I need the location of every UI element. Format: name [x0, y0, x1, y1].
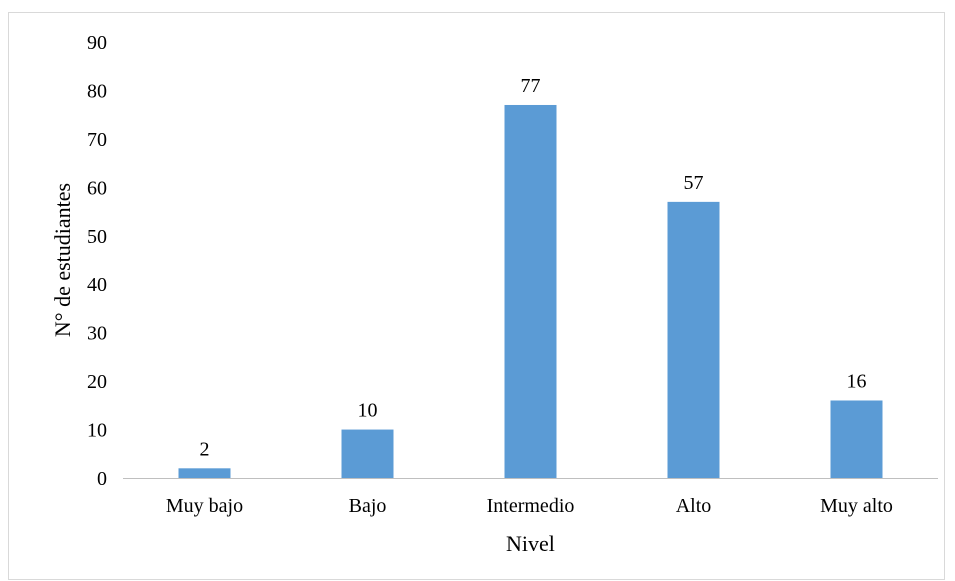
y-tick-label: 10 — [87, 420, 107, 442]
y-axis-title: N° de estudiantes — [50, 183, 75, 337]
x-axis-title: Nivel — [506, 531, 555, 556]
bar-bajo — [341, 429, 394, 478]
data-labels: 2 10 77 57 16 — [200, 75, 867, 460]
data-label: 57 — [684, 172, 704, 194]
data-label: 10 — [358, 400, 378, 422]
bar-intermedio — [504, 104, 557, 478]
y-tick-label: 30 — [87, 323, 107, 345]
bars — [178, 104, 883, 478]
y-tick-label: 70 — [87, 129, 107, 151]
bar-muy-bajo — [178, 468, 231, 478]
bar-muy-alto — [830, 400, 883, 478]
x-tick-label: Muy bajo — [166, 495, 243, 517]
y-tick-label: 80 — [87, 80, 107, 102]
y-tick-label: 20 — [87, 371, 107, 393]
bar-alto — [667, 201, 720, 478]
y-tick-label: 90 — [87, 32, 107, 54]
y-tick-label: 50 — [87, 226, 107, 248]
data-label: 77 — [521, 75, 541, 97]
data-label: 16 — [847, 370, 867, 392]
y-tick-label: 0 — [97, 468, 107, 490]
x-tick-label: Muy alto — [820, 495, 893, 517]
x-tick-label: Alto — [676, 495, 712, 517]
y-tick-label: 60 — [87, 177, 107, 199]
x-axis-ticks: Muy bajo Bajo Intermedio Alto Muy alto — [166, 495, 893, 517]
x-tick-label: Bajo — [349, 495, 387, 517]
chart-frame — [8, 12, 945, 580]
y-axis-ticks: 0 10 20 30 40 50 60 70 80 90 — [87, 32, 107, 490]
y-tick-label: 40 — [87, 274, 107, 296]
x-tick-label: Intermedio — [487, 495, 575, 517]
data-label: 2 — [200, 438, 210, 460]
